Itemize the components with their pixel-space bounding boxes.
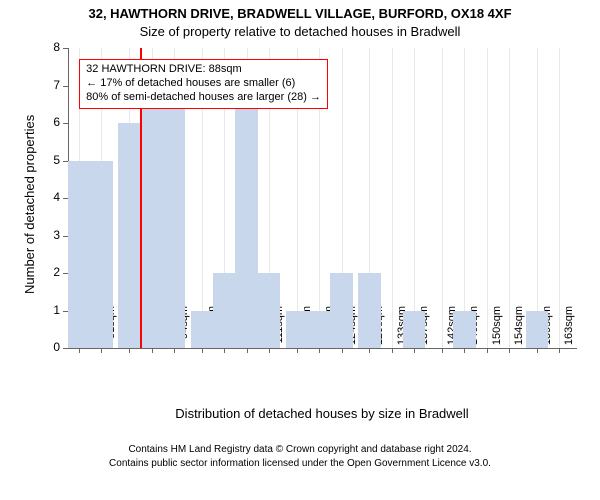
bar [141, 86, 163, 349]
x-tick-mark [247, 348, 248, 353]
info-box-line: 32 HAWTHORN DRIVE: 88sqm [86, 63, 321, 77]
bar [90, 161, 112, 349]
gridline-v [442, 48, 443, 348]
bar [235, 86, 257, 349]
bar [163, 86, 185, 349]
x-tick-mark [319, 348, 320, 353]
bar [453, 311, 475, 349]
x-tick-mark [129, 348, 130, 353]
x-tick-mark [509, 348, 510, 353]
x-tick-mark [269, 348, 270, 353]
gridline-v [392, 48, 393, 348]
x-tick-mark [101, 348, 102, 353]
y-tick-label: 2 [40, 265, 60, 279]
x-tick-mark [442, 348, 443, 353]
gridline-v [487, 48, 488, 348]
bar [330, 273, 352, 348]
x-tick-mark [224, 348, 225, 353]
info-box-line: 80% of semi-detached houses are larger (… [86, 91, 321, 105]
bar [526, 311, 548, 349]
chart-title-main: 32, HAWTHORN DRIVE, BRADWELL VILLAGE, BU… [0, 6, 600, 21]
bar [403, 311, 425, 349]
x-tick-mark [174, 348, 175, 353]
x-tick-mark [297, 348, 298, 353]
info-box: 32 HAWTHORN DRIVE: 88sqm← 17% of detache… [79, 59, 328, 108]
y-tick-label: 4 [40, 190, 60, 204]
x-tick-mark [152, 348, 153, 353]
gridline-v [464, 48, 465, 348]
y-axis-label: Number of detached properties [22, 115, 37, 294]
x-tick-label: 150sqm [491, 306, 503, 356]
footer-line-1: Contains HM Land Registry data © Crown c… [0, 444, 600, 455]
x-tick-mark [79, 348, 80, 353]
y-tick-mark [63, 48, 68, 49]
y-tick-label: 7 [40, 78, 60, 92]
x-tick-mark [414, 348, 415, 353]
gridline-v [537, 48, 538, 348]
y-tick-mark [63, 123, 68, 124]
y-tick-label: 6 [40, 115, 60, 129]
bar [258, 273, 280, 348]
bar [286, 311, 308, 349]
x-tick-label: 154sqm [513, 306, 525, 356]
y-tick-label: 3 [40, 228, 60, 242]
gridline-v [559, 48, 560, 348]
gridline-v [414, 48, 415, 348]
x-tick-mark [392, 348, 393, 353]
x-tick-mark [369, 348, 370, 353]
bar [308, 311, 330, 349]
x-tick-label: 163sqm [563, 306, 575, 356]
x-tick-mark [202, 348, 203, 353]
y-tick-mark [63, 86, 68, 87]
y-tick-label: 8 [40, 40, 60, 54]
x-tick-mark [487, 348, 488, 353]
x-tick-mark [537, 348, 538, 353]
bar [358, 273, 380, 348]
x-tick-mark [464, 348, 465, 353]
footer-line-2: Contains public sector information licen… [0, 458, 600, 469]
info-box-line: ← 17% of detached houses are smaller (6) [86, 77, 321, 91]
y-tick-label: 0 [40, 340, 60, 354]
y-tick-label: 1 [40, 303, 60, 317]
bar [118, 123, 140, 348]
x-tick-mark [342, 348, 343, 353]
bar [191, 311, 213, 349]
bar [68, 161, 90, 349]
y-tick-mark [63, 348, 68, 349]
x-axis-label: Distribution of detached houses by size … [68, 406, 576, 421]
chart-title-sub: Size of property relative to detached ho… [0, 24, 600, 39]
bar [213, 273, 235, 348]
gridline-v [509, 48, 510, 348]
x-tick-mark [559, 348, 560, 353]
y-tick-label: 5 [40, 153, 60, 167]
